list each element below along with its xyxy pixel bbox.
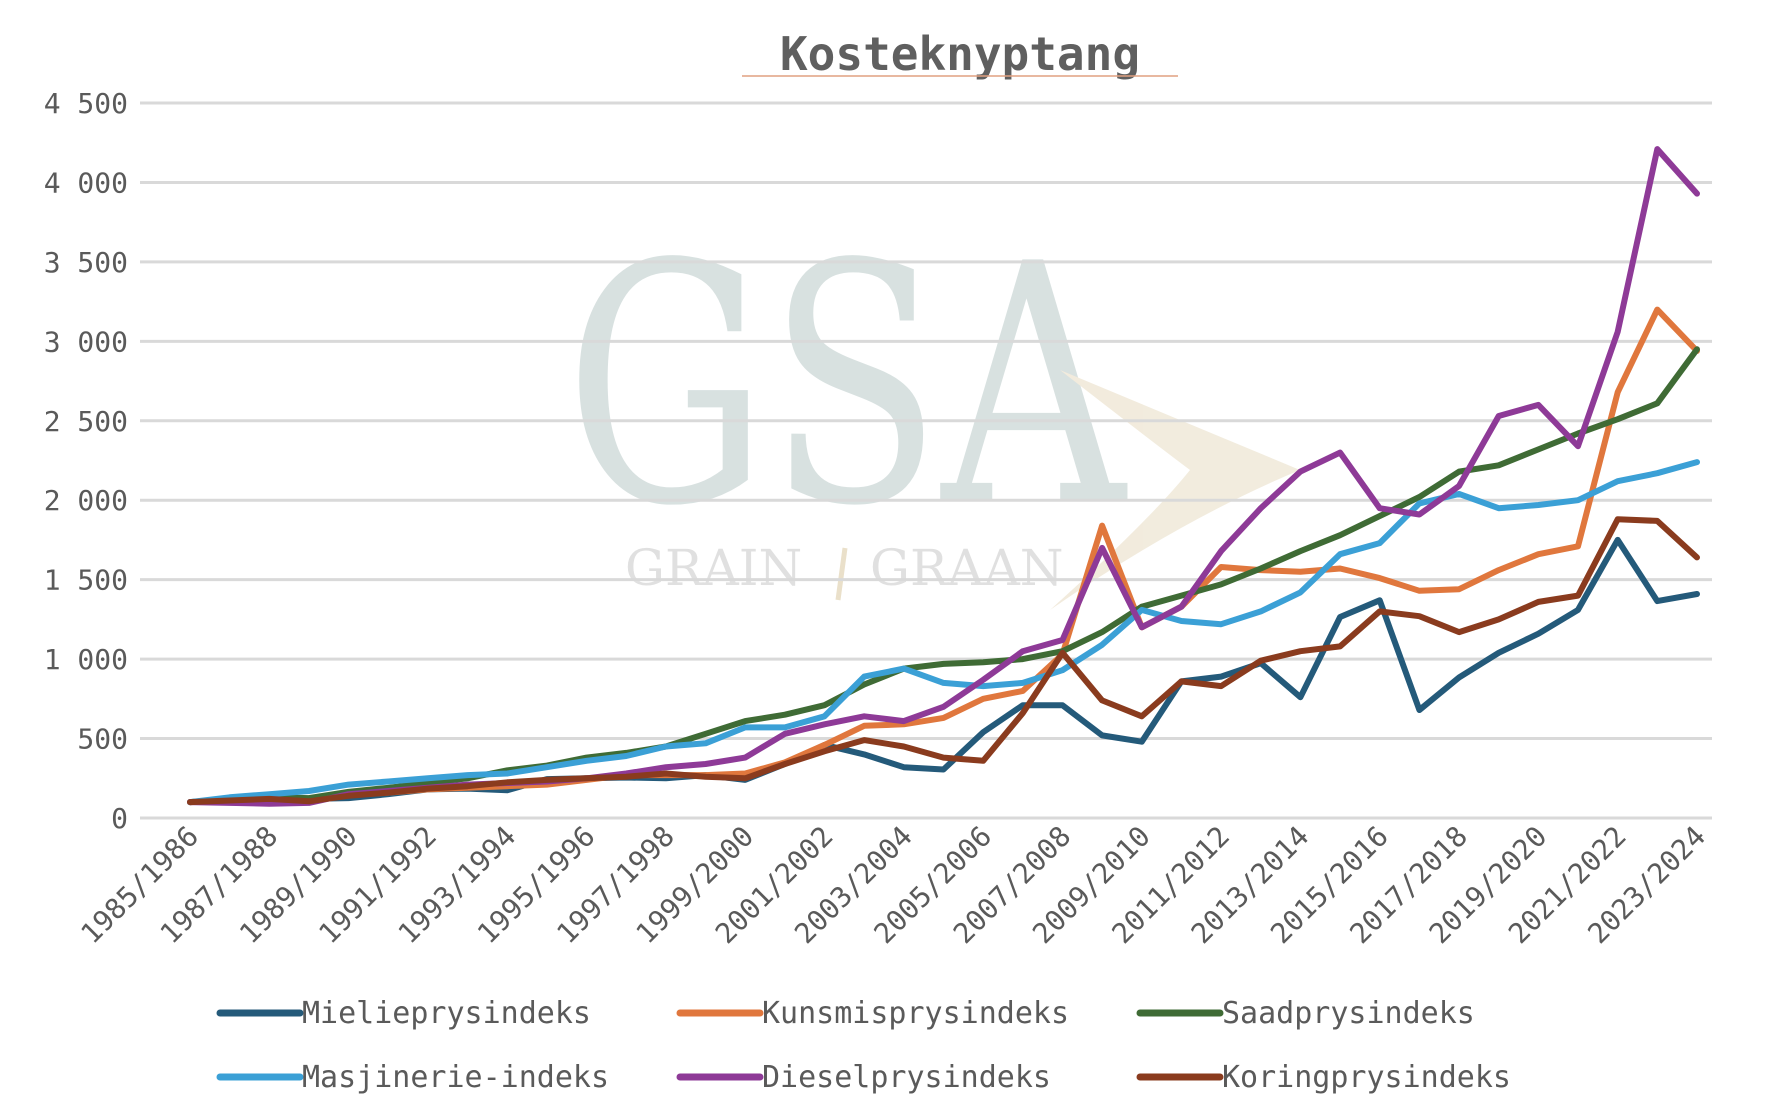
legend: Mielieprysindeks Kunsmisprysindeks Saadpry… [216,996,1511,1095]
y-tick-label: 500 [77,723,128,756]
legend-item: Koringprysindeks [1136,1060,1511,1095]
legend-item: Dieselprysindeks [676,1060,1051,1095]
y-tick-label: 0 [111,802,128,835]
x-axis: 1985/19861987/19881989/19901991/19921993… [74,820,1712,951]
legend-label: Koringprysindeks [1222,1060,1511,1095]
legend-label: Masjinerie-indeks [302,1060,609,1095]
legend-item: Kunsmisprysindeks [676,996,1069,1031]
chart-title: Kosteknyptang [780,27,1140,81]
legend-item: Mielieprysindeks [216,996,591,1031]
watermark-logo: GSA GRAIN GRAAN [565,194,1300,610]
y-tick-label: 3 500 [44,246,128,279]
y-axis: 0 500 1 000 1 500 2 000 2 500 3 000 3 500 4 000 4… [44,87,128,835]
y-tick-label: 3 000 [44,325,128,358]
watermark-tagline-left: GRAIN [625,539,802,597]
legend-item: Saadprysindeks [1136,996,1475,1031]
series-line-saadprysindeks [187,346,1700,806]
series-line-koringprysindeks [187,516,1700,806]
grid [140,101,1712,820]
y-tick-label: 4 500 [44,87,128,120]
legend-label: Saadprysindeks [1222,996,1475,1031]
watermark-logo-text: GSA [565,194,1128,578]
legend-label: Kunsmisprysindeks [762,996,1069,1031]
legend-label: Dieselprysindeks [762,1060,1051,1095]
y-tick-label: 1 500 [44,564,128,597]
watermark-separator [835,547,848,601]
y-tick-label: 2 500 [44,405,128,438]
y-tick-label: 1 000 [44,643,128,676]
legend-item: Masjinerie-indeks [216,1060,609,1095]
y-tick-label: 2 000 [44,484,128,517]
series-lines [187,146,1700,807]
y-tick-label: 4 000 [44,166,128,199]
watermark-tagline-right: GRAAN [870,539,1064,597]
legend-label: Mielieprysindeks [302,996,591,1031]
watermark-arrow-icon [1050,370,1300,610]
